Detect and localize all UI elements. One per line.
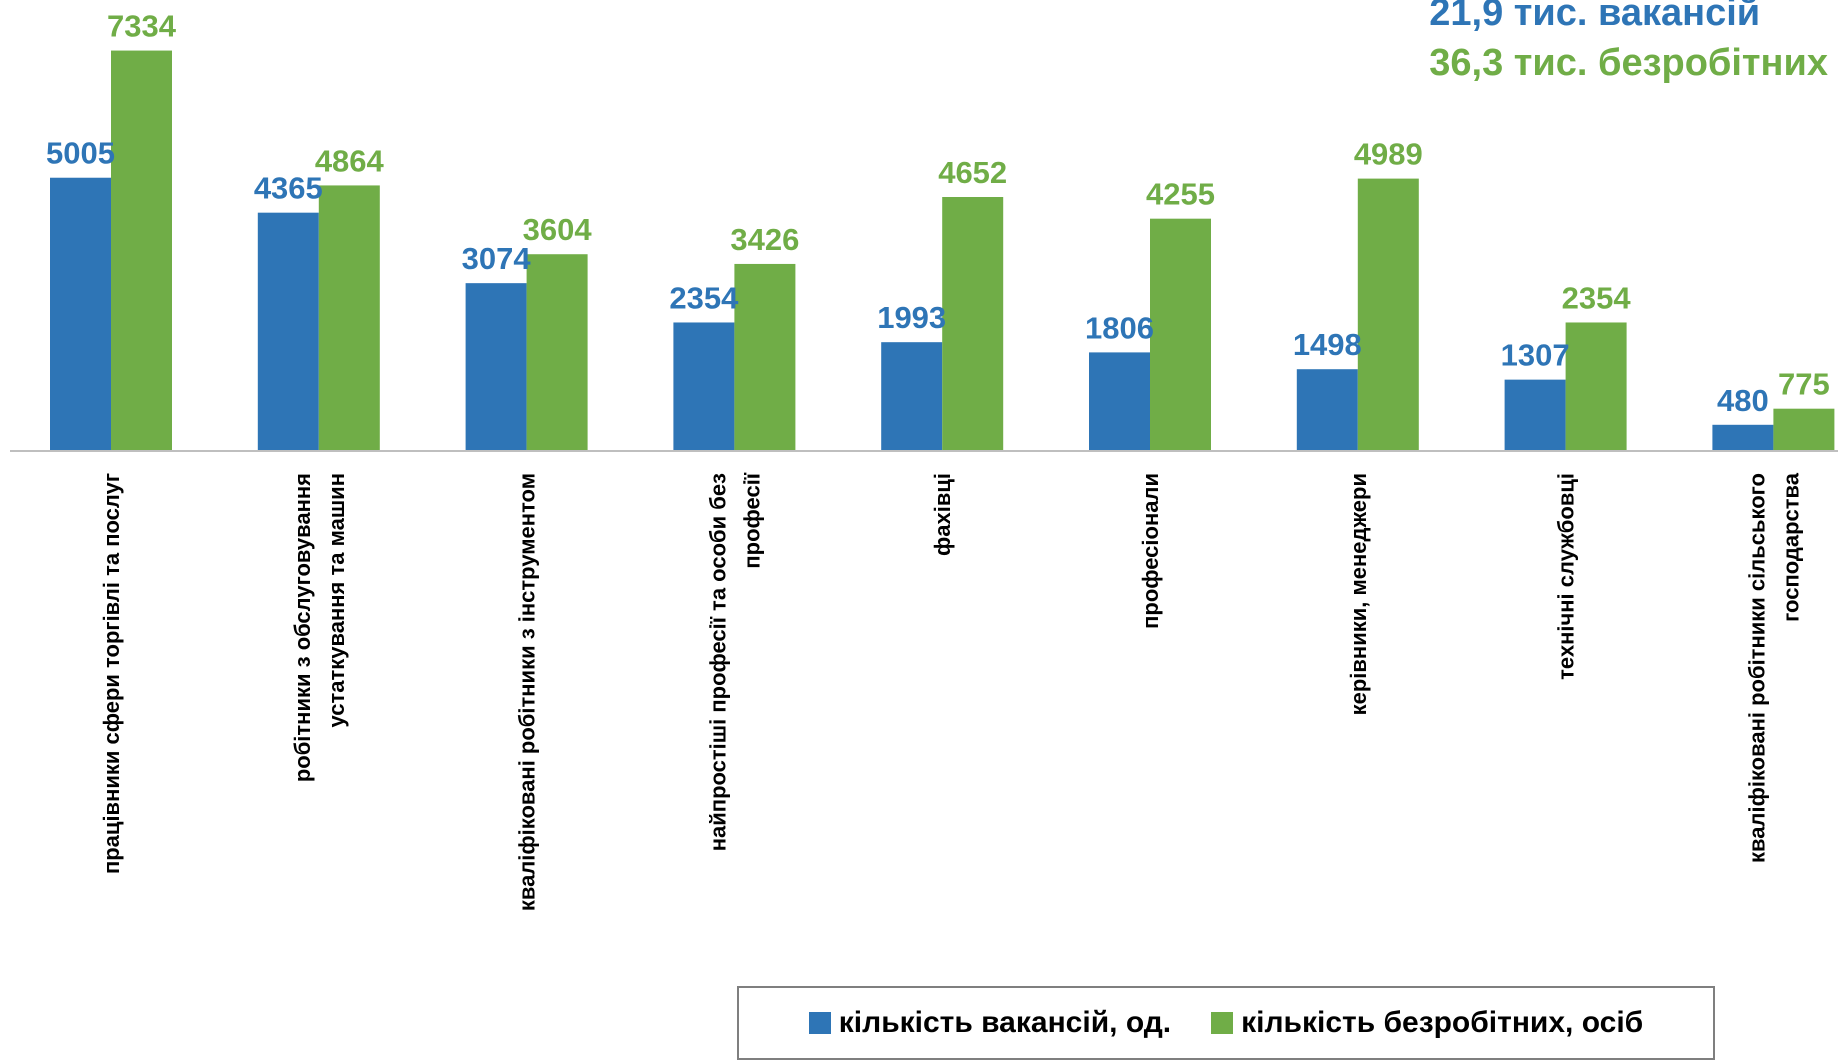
category-label-5: професіонали <box>1138 473 1163 629</box>
value-label-unemployed-6: 4989 <box>1354 137 1423 172</box>
category-label-7: технічні службовці <box>1554 473 1579 680</box>
category-label-line: професіонали <box>1138 473 1163 629</box>
value-label-unemployed-3: 3426 <box>730 222 799 257</box>
bar-vacancies-0 <box>50 178 111 451</box>
value-label-vacancies-7: 1307 <box>1501 338 1570 373</box>
value-label-unemployed-5: 4255 <box>1146 177 1215 212</box>
value-label-vacancies-1: 4365 <box>254 171 323 206</box>
bar-unemployed-7 <box>1566 322 1627 451</box>
bar-unemployed-4 <box>942 197 1003 451</box>
legend-item-vacancies: кількість вакансій, од. <box>809 1006 1171 1040</box>
value-label-unemployed-7: 2354 <box>1562 280 1632 315</box>
bar-unemployed-6 <box>1358 179 1419 451</box>
category-label-line: господарства <box>1778 472 1803 622</box>
bar-vacancies-2 <box>466 283 527 451</box>
category-label-line: кваліфіковані робітники сільського <box>1744 473 1769 863</box>
value-label-vacancies-4: 1993 <box>877 300 946 335</box>
value-label-vacancies-5: 1806 <box>1085 310 1154 345</box>
legend-label-unemployed: кількість безробітних, осіб <box>1241 1006 1643 1040</box>
bar-vacancies-8 <box>1712 425 1773 451</box>
value-label-vacancies-8: 480 <box>1717 383 1769 418</box>
category-label-line: устаткування та машин <box>324 473 349 727</box>
value-label-unemployed-0: 7334 <box>107 9 177 44</box>
bar-vacancies-1 <box>258 213 319 451</box>
category-label-6: керівники, менеджери <box>1346 473 1371 715</box>
summary-vacancies: 21,9 тис. вакансій <box>1429 0 1828 38</box>
value-label-vacancies-2: 3074 <box>462 241 532 276</box>
category-label-0: працівники сфери торгівлі та послуг <box>99 473 124 874</box>
value-label-unemployed-1: 4864 <box>315 143 385 178</box>
bar-vacancies-4 <box>881 342 942 451</box>
bar-unemployed-8 <box>1773 409 1834 451</box>
legend-item-unemployed: кількість безробітних, осіб <box>1211 1006 1643 1040</box>
category-labels-group: працівники сфери торгівлі та послуг робіт… <box>99 472 1803 911</box>
legend-swatch-unemployed <box>1211 1012 1233 1034</box>
value-label-vacancies-6: 1498 <box>1293 327 1362 362</box>
value-label-vacancies-0: 5005 <box>46 136 115 171</box>
summary-unemployed: 36,3 тис. безробітних <box>1429 38 1828 88</box>
bar-unemployed-1 <box>319 185 380 451</box>
value-label-unemployed-2: 3604 <box>523 212 593 247</box>
bar-vacancies-6 <box>1297 369 1358 451</box>
value-label-vacancies-3: 2354 <box>669 280 739 315</box>
bar-unemployed-2 <box>527 254 588 451</box>
bar-unemployed-3 <box>734 264 795 451</box>
bar-vacancies-3 <box>673 322 734 451</box>
category-label-line: фахівці <box>930 473 955 556</box>
value-label-unemployed-8: 775 <box>1778 367 1830 402</box>
category-label-line: керівники, менеджери <box>1346 473 1371 715</box>
bar-vacancies-7 <box>1505 380 1566 451</box>
category-label-line: робітники з обслуговування <box>290 473 315 782</box>
category-label-3: найпростіші професії та особи без професі… <box>705 472 764 851</box>
category-label-line: кваліфіковані робітники з інструментом <box>515 473 540 911</box>
category-label-1: робітники з обслуговування устаткування т… <box>290 473 349 782</box>
category-label-line: технічні службовці <box>1554 473 1579 680</box>
bar-unemployed-5 <box>1150 219 1211 451</box>
bar-unemployed-0 <box>111 51 172 451</box>
legend-label-vacancies: кількість вакансій, од. <box>839 1006 1171 1040</box>
legend-swatch-vacancies <box>809 1012 831 1034</box>
category-label-line: найпростіші професії та особи без <box>705 473 730 851</box>
value-label-unemployed-4: 4652 <box>938 155 1007 190</box>
bars-group <box>50 51 1834 451</box>
summary-totals: 21,9 тис. вакансій 36,3 тис. безробітних <box>1429 0 1828 88</box>
bar-vacancies-5 <box>1089 352 1150 451</box>
category-label-line: працівники сфери торгівлі та послуг <box>99 473 124 874</box>
category-label-line: професії <box>739 472 764 568</box>
category-label-8: кваліфіковані робітники сільського господ… <box>1744 472 1803 863</box>
legend: кількість вакансій, од. кількість безроб… <box>737 986 1715 1060</box>
category-label-4: фахівці <box>930 473 955 556</box>
category-label-2: кваліфіковані робітники з інструментом <box>515 473 540 911</box>
